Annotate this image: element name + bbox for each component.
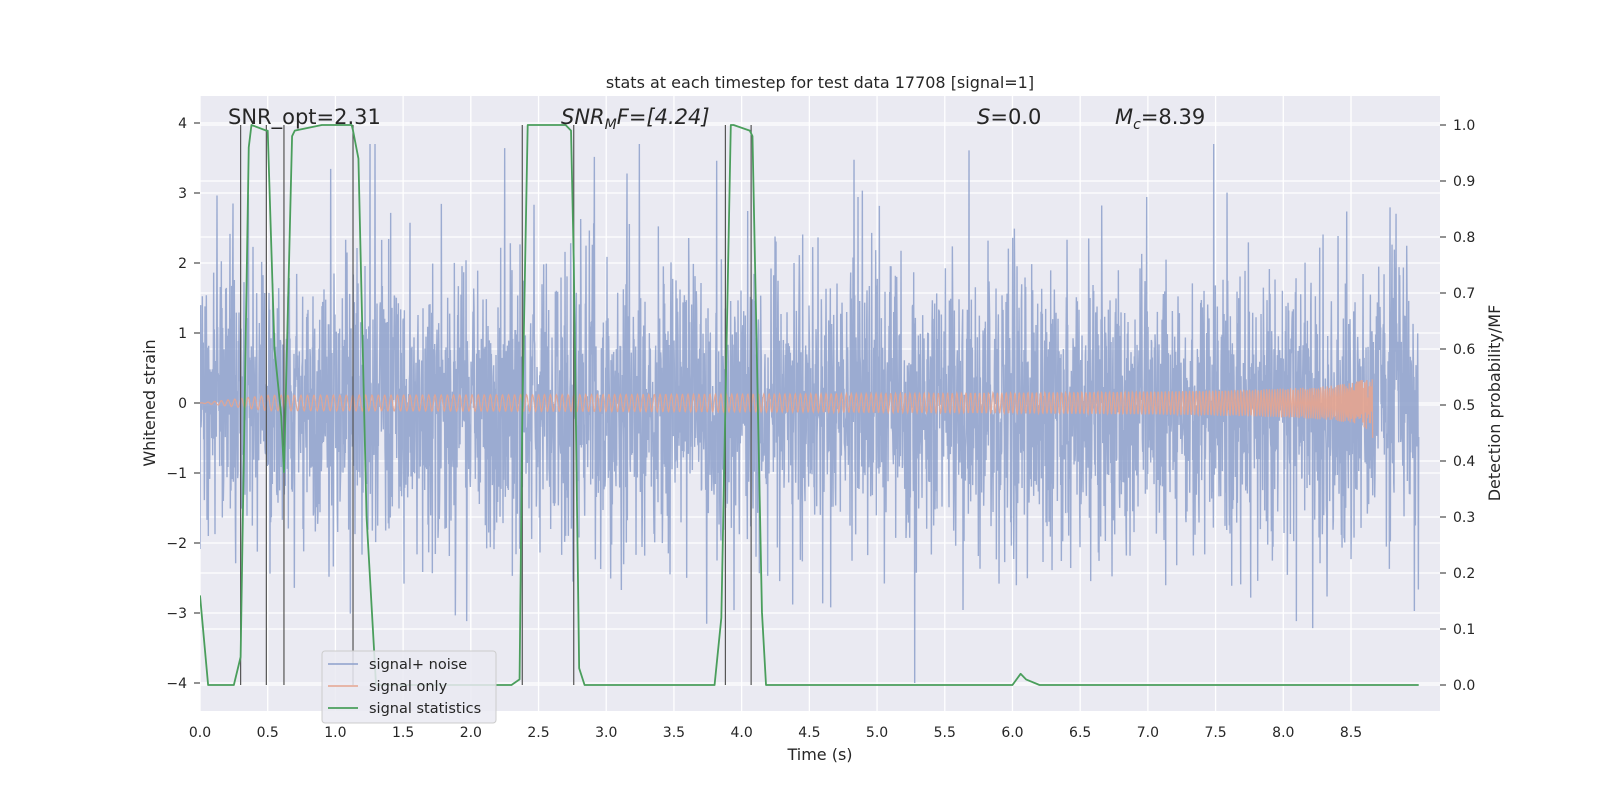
y-tick-label: −4 bbox=[166, 676, 187, 692]
x-tick-label: 0.0 bbox=[189, 725, 211, 741]
x-tick-label: 6.5 bbox=[1069, 725, 1091, 741]
y-tick-label: 4 bbox=[178, 116, 187, 132]
legend-label-signal: signal only bbox=[369, 679, 448, 695]
y-tick-label: −1 bbox=[166, 466, 187, 482]
x-tick-label: 2.0 bbox=[460, 725, 482, 741]
y-tick-label: 3 bbox=[178, 186, 187, 202]
y-tick-label-right: 0.7 bbox=[1453, 286, 1475, 302]
x-tick-label: 1.0 bbox=[324, 725, 346, 741]
x-axis-label: Time (s) bbox=[786, 745, 852, 764]
y-tick-label-right: 0.6 bbox=[1453, 342, 1475, 358]
legend-box bbox=[321, 650, 497, 724]
x-tick-label: 5.5 bbox=[934, 725, 956, 741]
y-tick-label-right: 0.0 bbox=[1453, 678, 1475, 694]
x-tick-label: 6.0 bbox=[1001, 725, 1023, 741]
x-tick-label: 2.5 bbox=[527, 725, 549, 741]
annotation-mc: Mc=8.39 bbox=[1115, 105, 1205, 133]
legend-label-noise: signal+ noise bbox=[369, 657, 467, 673]
x-tick-label: 8.5 bbox=[1340, 725, 1362, 741]
chart-title: stats at each timestep for test data 177… bbox=[606, 73, 1034, 92]
y-tick-label-right: 0.8 bbox=[1453, 230, 1475, 246]
statistics-trace bbox=[200, 124, 1419, 686]
series-signal-noise bbox=[200, 143, 1420, 684]
x-tick-label: 3.5 bbox=[663, 725, 685, 741]
y-tick-label: 0 bbox=[178, 396, 187, 412]
y-tick-label: 1 bbox=[178, 326, 187, 342]
y-tick-label: 2 bbox=[178, 256, 187, 272]
x-tick-label: 1.5 bbox=[392, 725, 414, 741]
x-tick-label: 0.5 bbox=[257, 725, 279, 741]
y-tick-label-right: 1.0 bbox=[1453, 118, 1475, 134]
x-tick-label: 4.5 bbox=[798, 725, 820, 741]
x-tick-label: 7.0 bbox=[1137, 725, 1159, 741]
x-tick-label: 8.0 bbox=[1272, 725, 1294, 741]
noise-trace bbox=[200, 143, 1420, 684]
y-tick-label-right: 0.5 bbox=[1453, 398, 1475, 414]
y-tick-label-right: 0.3 bbox=[1453, 510, 1475, 526]
annotation-snr-opt: SNR_opt=2.31 bbox=[228, 105, 381, 130]
series-signal-only bbox=[200, 379, 1374, 438]
x-tick-label: 7.5 bbox=[1204, 725, 1226, 741]
series-signal-statistics bbox=[200, 124, 1419, 686]
annotation-snr-mf: SNRMF=[4.24] bbox=[561, 105, 710, 133]
legend-label-statistics: signal statistics bbox=[369, 701, 481, 717]
y-tick-label: −2 bbox=[166, 536, 187, 552]
x-tick-label: 4.0 bbox=[731, 725, 753, 741]
x-tick-label: 5.0 bbox=[866, 725, 888, 741]
annotation-s: S=0.0 bbox=[977, 105, 1041, 129]
y-tick-label: −3 bbox=[166, 606, 187, 622]
y-axis-label-right: Detection probability/MF bbox=[1485, 305, 1504, 502]
y-axis-label: Whitened strain bbox=[140, 339, 159, 466]
legend: signal+ noise signal only signal statist… bbox=[321, 650, 497, 724]
signal-trace bbox=[200, 379, 1374, 438]
y-tick-label-right: 0.9 bbox=[1453, 174, 1475, 190]
y-tick-label-right: 0.4 bbox=[1453, 454, 1475, 470]
y-tick-label-right: 0.2 bbox=[1453, 566, 1475, 582]
tick-labels: 0.0 0.5 1.0 1.5 2.0 2.5 3.0 3.5 4.0 4.5 5.0 5.5 6.0 6… bbox=[166, 116, 1475, 741]
x-tick-label: 3.0 bbox=[595, 725, 617, 741]
y-tick-label-right: 0.1 bbox=[1453, 622, 1475, 638]
